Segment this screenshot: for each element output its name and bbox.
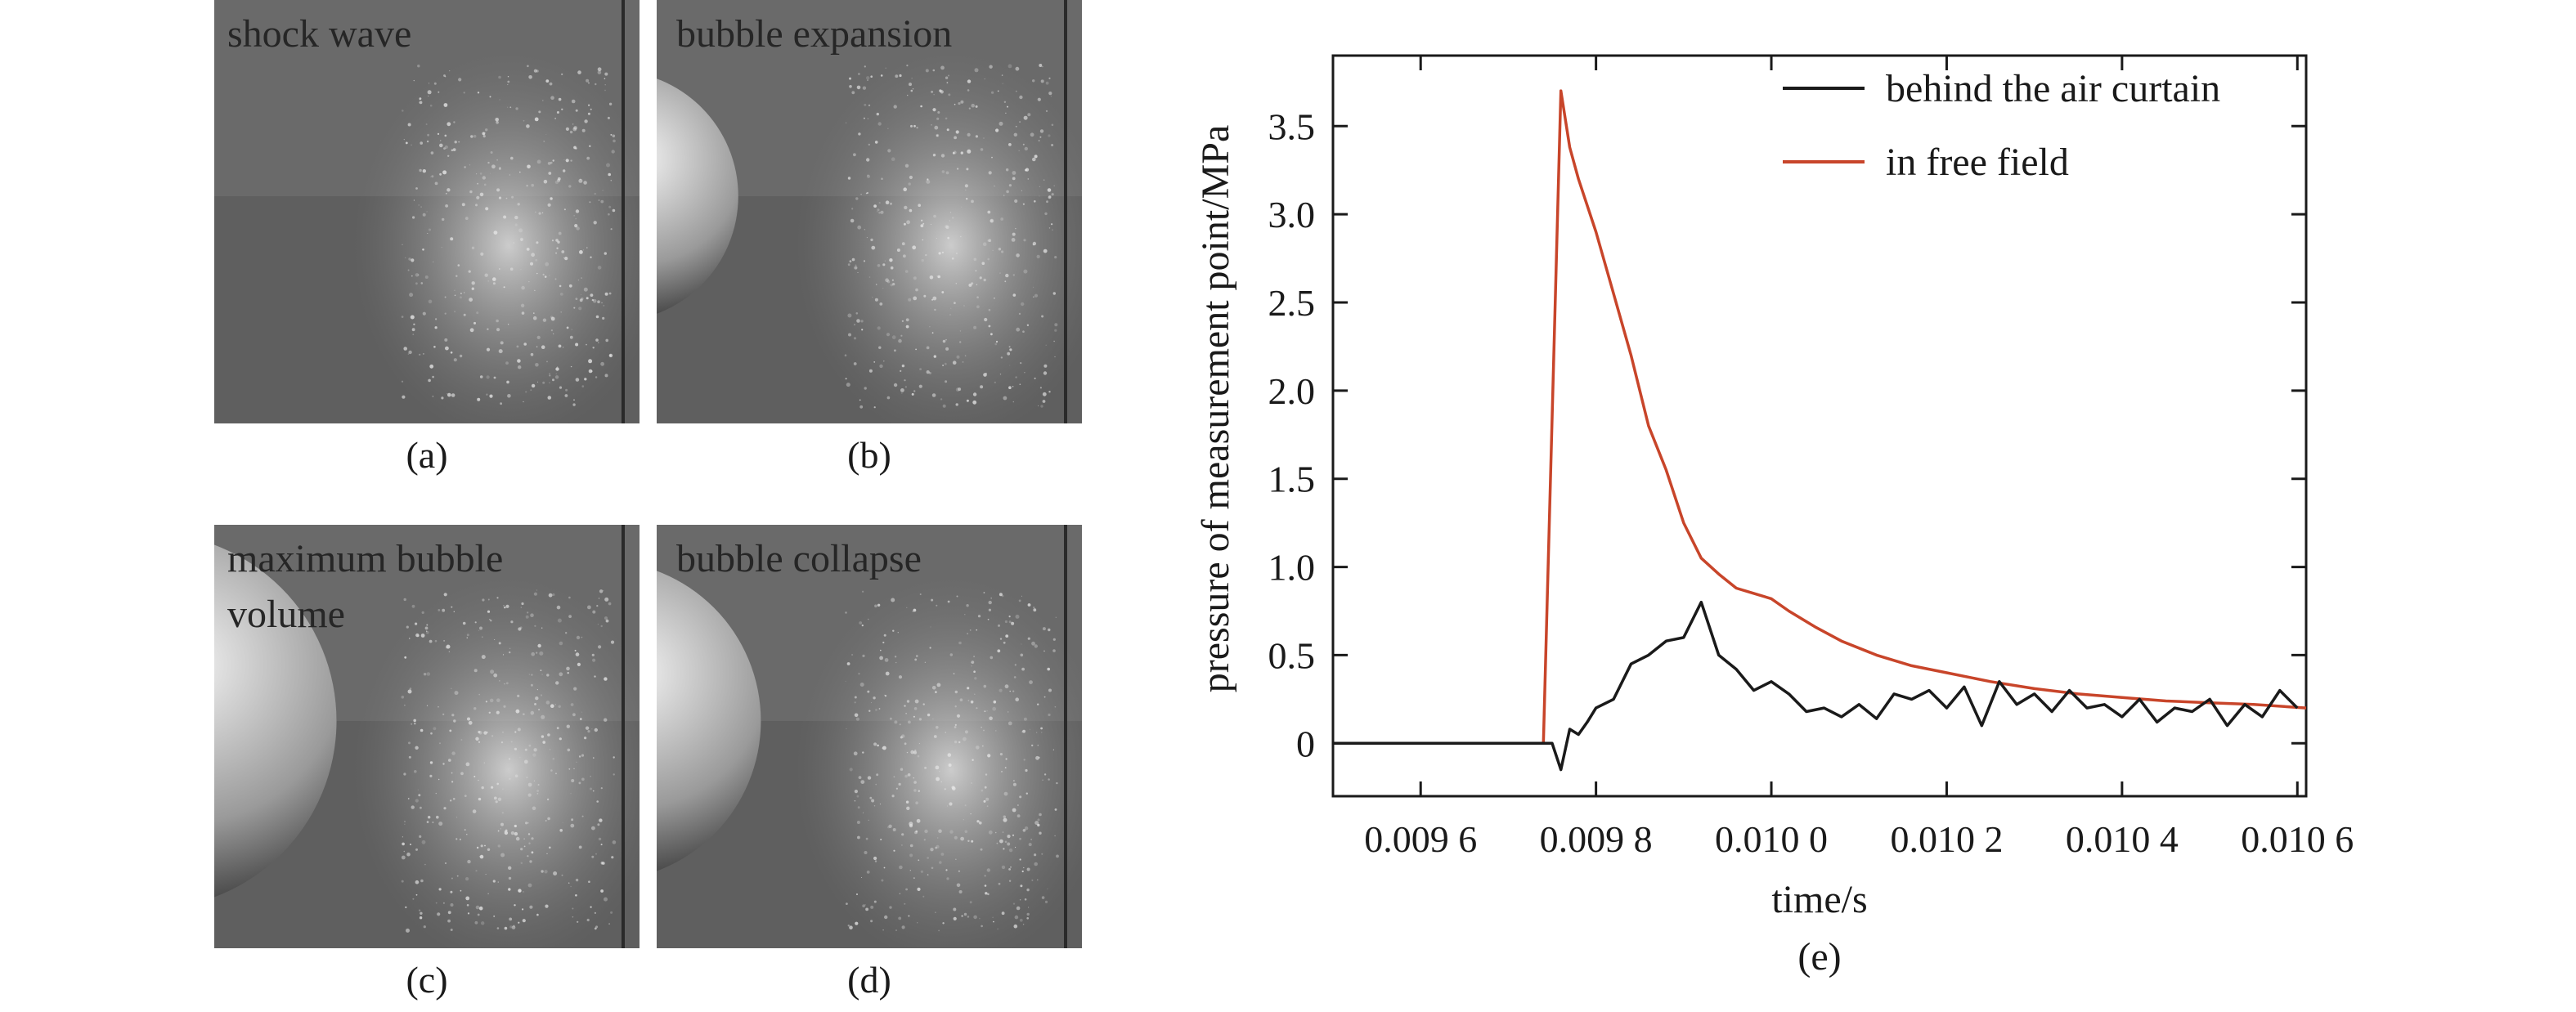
legend-label-free-field: in free field	[1886, 141, 2069, 184]
photo-panel-b: bubble expansion	[657, 0, 1082, 423]
x-axis-ticks: 0.009 6 0.009 8 0.010 0 0.010 2 0.010 4 0.010…	[1364, 56, 2354, 860]
photo-panel-d: bubble collapse	[657, 525, 1082, 948]
y-tick-label: 3.5	[1268, 105, 1316, 147]
x-tick-label: 0.010 4	[2066, 818, 2179, 860]
series-line-in-free-field	[1333, 89, 2307, 746]
y-tick-label: 0	[1296, 723, 1315, 764]
y-tick-label: 1.5	[1268, 459, 1316, 500]
x-tick-label: 0.009 6	[1364, 818, 1477, 860]
panel-label-e: (e)	[1797, 935, 1841, 978]
photo-caption-c: maximum bubble volume	[227, 537, 504, 636]
photo-panel-a: shock wave	[214, 0, 640, 423]
series-line-behind-the-air-curtain	[1333, 600, 2299, 772]
x-tick-label: 0.010 2	[1890, 818, 2003, 860]
legend-label-behind-air-curtain: behind the air curtain	[1886, 67, 2220, 110]
photo-caption-d: bubble collapse	[676, 537, 922, 580]
x-tick-label: 0.010 6	[2241, 818, 2354, 860]
photo-image-d	[657, 525, 1082, 948]
y-axis-title: pressure of measurement point/MPa	[1194, 125, 1237, 693]
panel-label-a: (a)	[406, 434, 448, 476]
photo-caption-a: shock wave	[227, 12, 412, 56]
photo-image-a	[214, 0, 640, 423]
y-tick-label: 2.5	[1268, 282, 1316, 324]
series-layer	[1333, 89, 2307, 772]
y-tick-label: 0.5	[1268, 634, 1316, 676]
photo-panel-c: maximum bubble volume	[214, 525, 640, 948]
y-tick-label: 2.0	[1268, 370, 1316, 412]
y-axis-ticks: 0 0.5 1.0 1.5 2.0 2.5 3.0 3.5	[1268, 105, 2306, 764]
panel-label-d: (d)	[847, 959, 891, 1001]
y-tick-label: 3.0	[1268, 194, 1316, 235]
x-axis-title: time/s	[1771, 878, 1867, 921]
x-tick-label: 0.010 0	[1715, 818, 1828, 860]
plot-frame	[1331, 54, 2308, 798]
panel-label-c: (c)	[406, 959, 448, 1001]
legend: behind the air curtain in free field	[1783, 67, 2220, 184]
photo-image-b	[657, 0, 1082, 423]
photo-caption-b: bubble expansion	[676, 12, 953, 56]
x-tick-label: 0.009 8	[1540, 818, 1653, 860]
panel-label-b: (b)	[847, 434, 891, 476]
y-tick-label: 1.0	[1268, 547, 1316, 589]
photo-image-c	[214, 525, 640, 948]
